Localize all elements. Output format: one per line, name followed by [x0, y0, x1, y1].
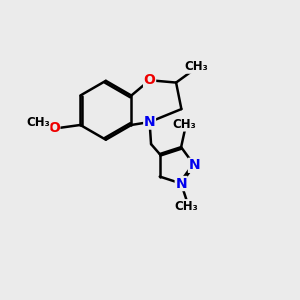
Text: CH₃: CH₃ — [184, 60, 208, 73]
Text: CH₃: CH₃ — [26, 116, 50, 129]
Text: O: O — [48, 121, 60, 135]
Text: CH₃: CH₃ — [175, 200, 198, 213]
Text: N: N — [144, 115, 155, 129]
Text: N: N — [175, 176, 187, 190]
Text: CH₃: CH₃ — [173, 118, 196, 131]
Text: O: O — [144, 73, 155, 87]
Text: N: N — [188, 158, 200, 172]
